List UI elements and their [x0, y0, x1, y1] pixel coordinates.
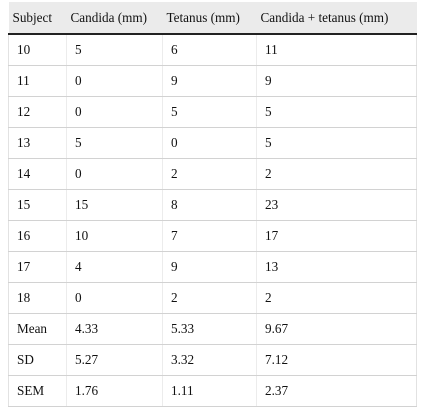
- cell-tetanus: 2: [162, 282, 257, 314]
- table-header: Subject Candida (mm) Tetanus (mm) Candid…: [8, 2, 417, 35]
- table-body: 10 5 6 11 11 0 9 9 12 0 5 5 13 5 0 5 14 0 2 2 15 15 8 23 16 10 7 17…: [8, 34, 417, 407]
- cell-subject: 13: [8, 127, 67, 159]
- cell-candida: 5: [66, 34, 163, 66]
- header-candida-tetanus: Candida + tetanus (mm): [256, 2, 417, 35]
- cell-candida: 0: [66, 158, 163, 190]
- cell-subject: 15: [8, 189, 67, 221]
- cell-candida-tetanus: 2: [256, 158, 417, 190]
- cell-subject: 12: [8, 96, 67, 128]
- table-row: SD 5.27 3.32 7.12: [8, 344, 417, 376]
- cell-subject: 11: [8, 65, 67, 97]
- cell-candida-tetanus: 17: [256, 220, 417, 252]
- cell-candida-tetanus: 11: [256, 34, 417, 66]
- cell-subject: SD: [8, 344, 67, 376]
- cell-candida-tetanus: 9: [256, 65, 417, 97]
- cell-tetanus: 1.11: [162, 375, 257, 407]
- table-row: 17 4 9 13: [8, 251, 417, 283]
- header-tetanus: Tetanus (mm): [162, 2, 257, 35]
- cell-tetanus: 7: [162, 220, 257, 252]
- cell-candida-tetanus: 9.67: [256, 313, 417, 345]
- cell-candida-tetanus: 13: [256, 251, 417, 283]
- table-row: 13 5 0 5: [8, 127, 417, 159]
- cell-tetanus: 8: [162, 189, 257, 221]
- cell-candida: 10: [66, 220, 163, 252]
- cell-subject: 10: [8, 34, 67, 66]
- cell-tetanus: 5.33: [162, 313, 257, 345]
- cell-candida: 0: [66, 282, 163, 314]
- cell-candida: 15: [66, 189, 163, 221]
- cell-subject: 14: [8, 158, 67, 190]
- cell-subject: 18: [8, 282, 67, 314]
- skin-test-table: Subject Candida (mm) Tetanus (mm) Candid…: [8, 2, 417, 407]
- cell-candida-tetanus: 5: [256, 127, 417, 159]
- cell-tetanus: 0: [162, 127, 257, 159]
- table-row: 15 15 8 23: [8, 189, 417, 221]
- cell-candida: 1.76: [66, 375, 163, 407]
- cell-subject: 17: [8, 251, 67, 283]
- cell-candida-tetanus: 2: [256, 282, 417, 314]
- cell-candida-tetanus: 5: [256, 96, 417, 128]
- cell-tetanus: 9: [162, 251, 257, 283]
- cell-tetanus: 6: [162, 34, 257, 66]
- header-row: Subject Candida (mm) Tetanus (mm) Candid…: [8, 2, 417, 35]
- header-candida: Candida (mm): [66, 2, 163, 35]
- table-row: 11 0 9 9: [8, 65, 417, 97]
- header-subject: Subject: [8, 2, 67, 35]
- table-row: 14 0 2 2: [8, 158, 417, 190]
- table-row: 18 0 2 2: [8, 282, 417, 314]
- cell-candida: 5.27: [66, 344, 163, 376]
- table-row: 16 10 7 17: [8, 220, 417, 252]
- table-row: Mean 4.33 5.33 9.67: [8, 313, 417, 345]
- table-row: SEM 1.76 1.11 2.37: [8, 375, 417, 407]
- cell-subject: 16: [8, 220, 67, 252]
- cell-tetanus: 5: [162, 96, 257, 128]
- cell-candida-tetanus: 2.37: [256, 375, 417, 407]
- cell-subject: SEM: [8, 375, 67, 407]
- cell-subject: Mean: [8, 313, 67, 345]
- table-row: 12 0 5 5: [8, 96, 417, 128]
- cell-candida: 0: [66, 65, 163, 97]
- data-table-container: Subject Candida (mm) Tetanus (mm) Candid…: [8, 2, 417, 407]
- cell-candida-tetanus: 23: [256, 189, 417, 221]
- cell-candida: 4: [66, 251, 163, 283]
- cell-tetanus: 2: [162, 158, 257, 190]
- cell-candida-tetanus: 7.12: [256, 344, 417, 376]
- cell-candida: 4.33: [66, 313, 163, 345]
- cell-tetanus: 3.32: [162, 344, 257, 376]
- cell-tetanus: 9: [162, 65, 257, 97]
- table-row: 10 5 6 11: [8, 34, 417, 66]
- cell-candida: 5: [66, 127, 163, 159]
- cell-candida: 0: [66, 96, 163, 128]
